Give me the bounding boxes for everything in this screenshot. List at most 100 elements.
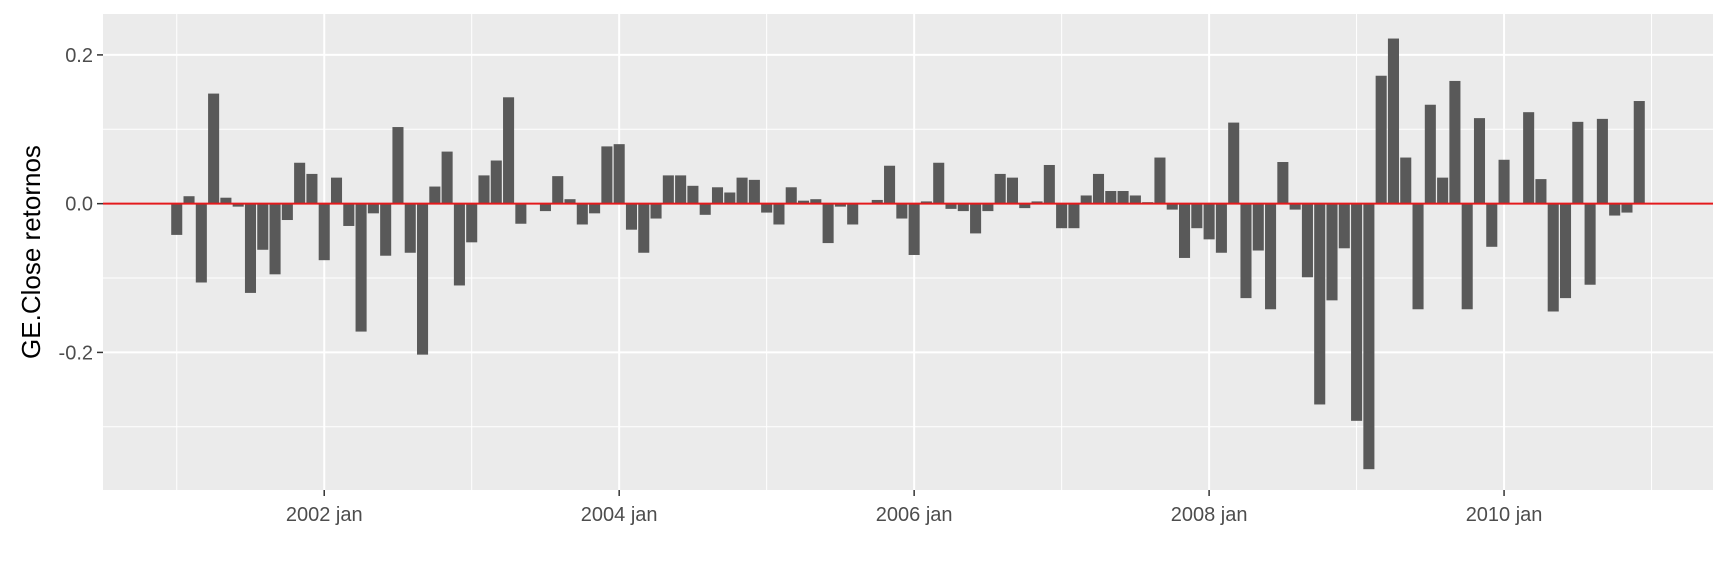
- plot-panel: [103, 14, 1713, 490]
- bar: [933, 162, 945, 204]
- bar: [343, 203, 355, 226]
- bar: [564, 199, 576, 204]
- bar: [613, 144, 625, 204]
- bar: [761, 203, 773, 213]
- bar: [675, 175, 687, 204]
- bar: [1609, 203, 1621, 216]
- bar: [1363, 203, 1375, 470]
- bar: [908, 203, 920, 255]
- bar: [1019, 203, 1031, 209]
- bar: [1437, 177, 1449, 204]
- bar: [232, 203, 244, 207]
- bar: [1633, 101, 1645, 204]
- bar: [1105, 191, 1117, 204]
- bar: [834, 203, 846, 207]
- y-axis-title: GE.Close retornos: [16, 145, 46, 359]
- bar: [318, 203, 330, 261]
- x-tick-label: 2004 jan: [581, 504, 658, 526]
- bar: [208, 93, 220, 204]
- bar: [1473, 118, 1486, 204]
- bar: [1314, 203, 1326, 405]
- bar: [687, 185, 699, 204]
- bar: [1056, 203, 1068, 229]
- bar: [773, 203, 785, 225]
- bar: [871, 199, 883, 204]
- bar: [417, 203, 429, 355]
- y-tick-label: 0.0: [65, 194, 93, 216]
- bar: [355, 203, 367, 332]
- bar: [1486, 203, 1498, 247]
- bar: [1584, 203, 1596, 285]
- bar: [306, 173, 318, 204]
- y-tick-label: -0.2: [59, 342, 93, 364]
- bar: [1203, 203, 1215, 240]
- x-axis: 2002 jan 2004 jan 2006 jan 2008 jan 2010 jan: [286, 490, 1543, 526]
- bar: [1179, 203, 1191, 258]
- bar: [785, 187, 797, 204]
- bar: [736, 177, 748, 204]
- y-tick-label: 0.2: [65, 45, 93, 67]
- bar: [1424, 104, 1436, 204]
- x-tick-label: 2002 jan: [286, 504, 363, 526]
- bar: [1387, 38, 1399, 204]
- bar: [1240, 203, 1252, 299]
- bar: [650, 203, 662, 219]
- bars: [171, 38, 1645, 470]
- bar: [1277, 162, 1289, 204]
- bar: [539, 203, 551, 212]
- bar: [982, 203, 994, 212]
- x-tick-label: 2008 jan: [1171, 504, 1248, 526]
- bar: [1338, 203, 1350, 249]
- bar: [490, 160, 502, 204]
- bar: [699, 203, 711, 215]
- bar: [711, 187, 724, 204]
- bar: [367, 203, 379, 214]
- bar: [441, 151, 453, 204]
- bar: [503, 97, 515, 204]
- bar: [822, 203, 834, 244]
- bar: [1191, 203, 1203, 229]
- bar: [1068, 203, 1080, 229]
- bar: [1289, 203, 1301, 210]
- bar: [945, 203, 957, 209]
- bar: [625, 203, 637, 230]
- bar: [1461, 203, 1473, 310]
- bar: [552, 176, 564, 204]
- bar: [1559, 203, 1572, 299]
- bar: [392, 127, 404, 204]
- bar: [1535, 179, 1547, 204]
- bar: [269, 203, 281, 275]
- bar: [576, 203, 588, 225]
- bar: [1547, 203, 1559, 312]
- bar: [1006, 177, 1018, 204]
- y-axis: -0.2 0.0 0.2: [59, 45, 103, 364]
- bar: [171, 203, 183, 235]
- bar: [1301, 203, 1313, 278]
- bar: [1412, 203, 1424, 310]
- bar: [1326, 203, 1338, 301]
- bar: [662, 175, 674, 204]
- bar: [1351, 203, 1363, 421]
- bar: [466, 203, 478, 243]
- bar: [884, 165, 896, 204]
- x-tick-label: 2010 jan: [1466, 504, 1543, 526]
- bar: [1031, 201, 1043, 204]
- bar: [748, 179, 760, 204]
- bar: [994, 173, 1006, 204]
- bar: [1449, 80, 1461, 204]
- bar: [1252, 203, 1264, 251]
- x-tick-label: 2006 jan: [876, 504, 953, 526]
- bar: [1080, 195, 1092, 204]
- bar: [798, 200, 810, 204]
- bar: [515, 203, 527, 224]
- bar: [257, 203, 269, 250]
- bar: [896, 203, 908, 219]
- bar: [1375, 75, 1387, 204]
- bar: [1117, 191, 1129, 204]
- bar: [404, 203, 416, 253]
- bar: [847, 203, 859, 225]
- bar: [478, 175, 490, 204]
- bar: [294, 162, 306, 204]
- bar: [453, 203, 465, 286]
